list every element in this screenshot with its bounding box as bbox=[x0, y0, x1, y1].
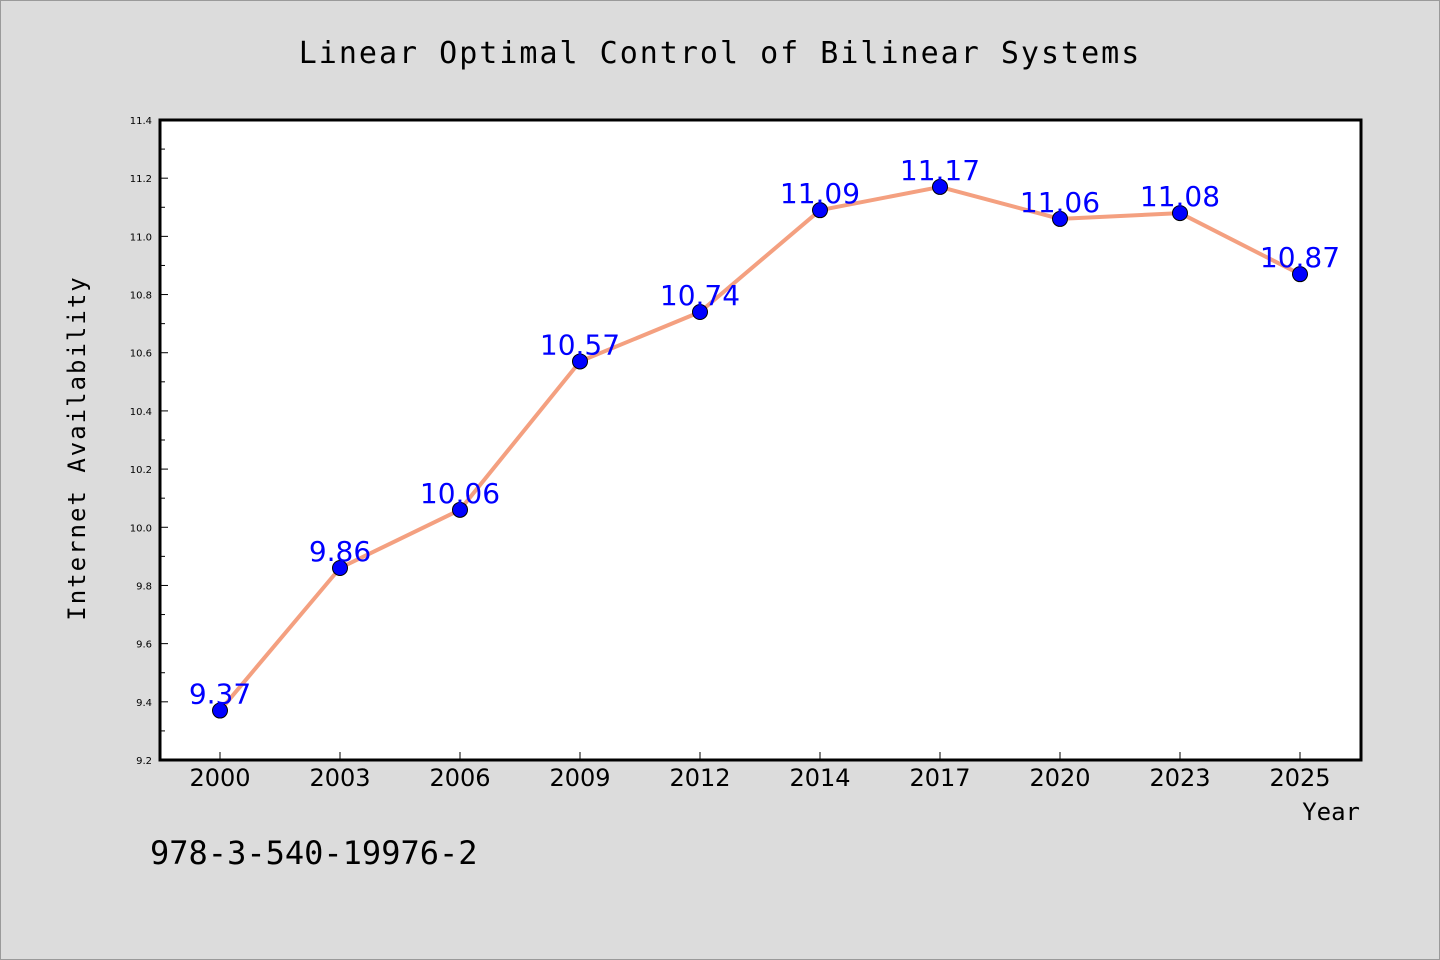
data-label: 10.87 bbox=[1260, 241, 1340, 274]
x-tick-label: 2020 bbox=[1029, 764, 1090, 792]
y-tick-label: 11.2 bbox=[130, 174, 152, 185]
y-tick-label: 9.2 bbox=[136, 756, 152, 767]
data-point bbox=[1052, 210, 1068, 227]
series-line bbox=[218, 184, 1301, 712]
data-label: 9.37 bbox=[189, 678, 251, 711]
data-point bbox=[1172, 205, 1188, 222]
y-tick-label: 9.6 bbox=[136, 640, 152, 651]
data-point bbox=[212, 702, 228, 719]
x-axis: 2000 2003 2006 2009 2012 2014 2017 2020 2023 2025 bbox=[189, 752, 1331, 792]
data-label: 11.17 bbox=[900, 154, 980, 187]
y-tick-label: 11.4 bbox=[130, 116, 152, 127]
data-point bbox=[452, 501, 468, 518]
data-point bbox=[812, 202, 828, 219]
data-label: 10.06 bbox=[420, 477, 500, 510]
data-label: 9.86 bbox=[309, 535, 371, 568]
annotation-isbn: 978-3-540-19976-2 bbox=[150, 834, 478, 872]
plot-area bbox=[158, 118, 1363, 762]
data-label: 11.06 bbox=[1020, 186, 1100, 219]
y-tick-label: 9.8 bbox=[136, 581, 152, 592]
data-point bbox=[1292, 266, 1308, 283]
data-label: 10.57 bbox=[540, 328, 620, 361]
x-axis-label: Year bbox=[1302, 798, 1360, 826]
data-point bbox=[932, 178, 948, 195]
x-tick-label: 2025 bbox=[1269, 764, 1330, 792]
series-layer: 9.37 9.86 10.06 10.57 10.74 11.09 11.17 11.06 11… bbox=[189, 154, 1340, 719]
data-label: 11.08 bbox=[1140, 180, 1220, 213]
x-tick-label: 2023 bbox=[1149, 764, 1210, 792]
x-tick-label: 2003 bbox=[309, 764, 370, 792]
y-axis-label: Internet Availability bbox=[63, 275, 91, 620]
data-point bbox=[692, 304, 708, 320]
y-tick-label: 11.0 bbox=[130, 232, 152, 243]
x-tick-label: 2017 bbox=[909, 764, 970, 792]
data-label: 10.74 bbox=[660, 279, 740, 312]
x-tick-label: 2009 bbox=[549, 764, 610, 792]
y-tick-label: 10.8 bbox=[130, 291, 152, 302]
y-axis: 9.2 9.4 9.6 9.8 10.0 10.2 10.4 10.6 10.8 11.0 11.2… bbox=[130, 116, 168, 767]
x-tick-label: 2012 bbox=[669, 764, 730, 792]
data-point bbox=[572, 353, 588, 370]
y-tick-label: 10.6 bbox=[130, 349, 152, 360]
x-tick-label: 2000 bbox=[189, 764, 250, 792]
y-tick-label: 10.4 bbox=[130, 407, 152, 418]
y-tick-label: 10.0 bbox=[130, 523, 152, 534]
data-point bbox=[332, 560, 348, 576]
data-label: 11.09 bbox=[780, 177, 860, 210]
x-tick-label: 2006 bbox=[429, 764, 490, 792]
chart-title: Linear Optimal Control of Bilinear Syste… bbox=[299, 36, 1142, 71]
y-tick-label: 10.2 bbox=[130, 465, 152, 476]
x-tick-label: 2014 bbox=[789, 764, 850, 792]
y-tick-label: 9.4 bbox=[136, 698, 152, 709]
